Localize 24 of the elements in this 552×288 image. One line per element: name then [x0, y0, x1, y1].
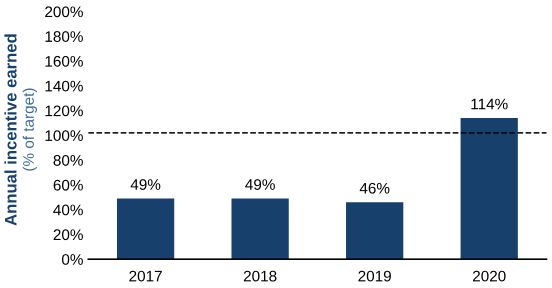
y-tick-label: 200% — [45, 6, 83, 18]
y-tick-label: 120% — [46, 105, 83, 116]
y-tick-label: 160% — [46, 56, 83, 67]
x-tick-label: 2017 — [129, 270, 162, 282]
bar — [116, 198, 174, 260]
y-axis-title: Annual incentive earned (% of target) — [4, 34, 37, 226]
bar — [460, 118, 518, 260]
bar — [231, 198, 289, 260]
bar — [346, 202, 404, 260]
x-tick-label: 2018 — [244, 270, 276, 282]
x-tick-label: 2020 — [472, 270, 506, 282]
y-tick-label: 80% — [54, 154, 83, 166]
y-tick-label: 100% — [46, 130, 83, 142]
y-tick-label: 140% — [46, 80, 83, 92]
y-tick-label: 40% — [53, 204, 83, 216]
y-tick-label: 0% — [62, 254, 83, 265]
y-tick-label: 60% — [54, 180, 83, 191]
x-tick-label: 2019 — [358, 270, 391, 282]
data-label: 49% — [245, 179, 275, 190]
y-tick-label: 180% — [46, 31, 83, 42]
data-label: 49% — [130, 179, 160, 190]
data-label: 46% — [360, 182, 390, 194]
data-label: 114% — [471, 98, 508, 110]
y-tick-label: 20% — [54, 229, 83, 240]
